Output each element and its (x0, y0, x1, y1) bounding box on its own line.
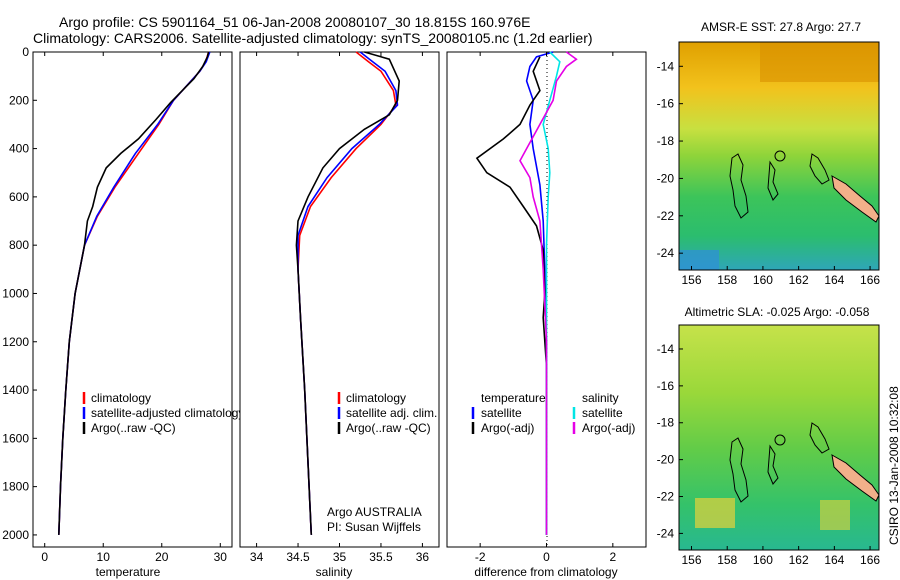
y-tick-label: 2000 (2, 528, 29, 542)
map-y-tick-label: -24 (657, 526, 675, 540)
sla-map-title: Altimetric SLA: -0.025 Argo: -0.058 (685, 305, 870, 319)
map-y-tick-label: -20 (657, 453, 675, 467)
legend-label-climatology: climatology (91, 391, 151, 405)
map-x-tick-label: 162 (789, 553, 809, 567)
new-caledonia-landmass (831, 454, 880, 502)
temperature-xlabel: temperature (96, 565, 161, 579)
y-tick-label: 400 (9, 142, 29, 156)
x-tick-label: 0 (41, 550, 48, 564)
temperature-axes-box (32, 51, 233, 548)
y-tick-label: 600 (9, 190, 29, 204)
attribution-line-1: Argo AUSTRALIA (327, 505, 422, 519)
map-y-tick-label: -18 (657, 134, 675, 148)
map-x-tick-label: 158 (717, 553, 737, 567)
x-tick-label: 2 (609, 550, 616, 564)
y-tick-label: 1600 (2, 431, 29, 445)
map-x-tick-label: 166 (860, 553, 880, 567)
sst-coastlines (729, 150, 830, 219)
x-tick-label: -2 (475, 550, 486, 564)
legend-label-sal-argo: Argo(-adj) (582, 421, 635, 435)
difference-xlabel: difference from climatology (474, 565, 617, 579)
map-y-tick-label: -14 (657, 342, 675, 356)
temperature-panel: 0 10 20 30 0 200 400 600 800 1000 1200 1400 1600 1800… (2, 45, 244, 579)
map-x-tick-label: 162 (789, 273, 809, 287)
map-x-tick-label: 160 (753, 273, 773, 287)
map-y-tick-label: -22 (657, 209, 675, 223)
map-y-tick-label: -14 (657, 59, 675, 73)
series-line-salinity-argo (519, 51, 578, 535)
sla-coastlines (729, 422, 830, 503)
salinity-legend: climatology satellite adj. clim. Argo(..… (337, 391, 437, 435)
map-x-tick-label: 156 (681, 553, 701, 567)
x-tick-label: 34 (250, 550, 264, 564)
argo-float-marker (774, 434, 786, 446)
legend-label-temp-satellite: satellite (481, 406, 522, 420)
map-y-tick-label: -24 (657, 246, 675, 260)
y-tick-label: 1400 (2, 383, 29, 397)
map-x-tick-label: 156 (681, 273, 701, 287)
y-tick-label: 200 (9, 93, 29, 107)
argo-float-marker (774, 150, 786, 162)
map-x-tick-label: 158 (717, 273, 737, 287)
sla-warm-patch (695, 498, 735, 528)
temperature-legend: climatology satellite-adjusted climatolo… (82, 391, 244, 435)
legend-label-climatology: climatology (346, 391, 406, 405)
legend-label-temp-argo: Argo(-adj) (481, 421, 534, 435)
x-tick-label: 35.5 (369, 550, 393, 564)
y-tick-label: 1200 (2, 335, 29, 349)
legend-label-sal-satellite: satellite (582, 406, 623, 420)
map-y-tick-label: -22 (657, 490, 675, 504)
attribution-line-2: PI: Susan Wijffels (327, 520, 421, 534)
map-x-tick-label: 164 (824, 553, 844, 567)
series-line-argo (58, 51, 210, 535)
difference-legend: temperature satellite Argo(-adj) salinit… (471, 391, 635, 435)
legend-heading-temperature: temperature (481, 391, 546, 405)
y-tick-label: 800 (9, 238, 29, 252)
salinity-panel: 34 34.5 35 35.5 36 salinity climatology sate… (239, 51, 440, 579)
legend-label-satellite: satellite adj. clim. (346, 406, 437, 420)
y-tick-label: 0 (22, 45, 29, 59)
y-tick-label: 1000 (2, 286, 29, 300)
title-line-2: Climatology: CARS2006. Satellite-adjuste… (33, 30, 593, 46)
x-tick-label: 36 (416, 550, 430, 564)
map-y-tick-label: -16 (657, 97, 675, 111)
map-y-tick-label: -18 (657, 416, 675, 430)
sla-map-frame (678, 324, 880, 551)
x-tick-label: 34.5 (286, 550, 310, 564)
sst-map-frame (678, 41, 880, 271)
map-x-tick-label: 166 (860, 273, 880, 287)
difference-panel: -2 0 2 difference from climatology tempera… (446, 51, 647, 579)
sla-warm-patch-2 (820, 500, 850, 530)
series-line-temperature-argo (475, 56, 548, 535)
sla-map-panel: Altimetric SLA: -0.025 Argo: -0.058 156 1… (657, 305, 881, 567)
legend-label-satellite: satellite-adjusted climatology (91, 406, 244, 420)
map-x-tick-label: 164 (824, 273, 844, 287)
series-line-argo (295, 51, 401, 535)
x-tick-label: 30 (214, 550, 228, 564)
legend-label-argo: Argo(..raw -QC) (346, 421, 431, 435)
salinity-axes-box (239, 51, 440, 548)
sst-cool-patch (679, 250, 719, 270)
timestamp-label: CSIRO 13-Jan-2008 10:32:08 (887, 386, 900, 545)
x-tick-label: 35 (333, 550, 347, 564)
y-tick-label: 1800 (2, 480, 29, 494)
legend-label-argo: Argo(..raw -QC) (91, 421, 176, 435)
x-tick-label: 10 (97, 550, 111, 564)
legend-heading-salinity: salinity (582, 391, 619, 405)
map-y-tick-label: -20 (657, 171, 675, 185)
map-y-tick-label: -16 (657, 379, 675, 393)
map-x-tick-label: 160 (753, 553, 773, 567)
sst-warm-patch (760, 42, 879, 82)
new-caledonia-landmass (831, 175, 880, 223)
x-tick-label: 20 (155, 550, 169, 564)
salinity-xlabel: salinity (316, 565, 353, 579)
sst-map-title: AMSR-E SST: 27.8 Argo: 27.7 (701, 20, 861, 34)
sst-map-panel: AMSR-E SST: 27.8 Argo: 27.7 156 158 160 162… (657, 20, 881, 287)
x-tick-label: 0 (543, 550, 550, 564)
title-line-1: Argo profile: CS 5901164_51 06-Jan-2008 … (59, 14, 531, 30)
